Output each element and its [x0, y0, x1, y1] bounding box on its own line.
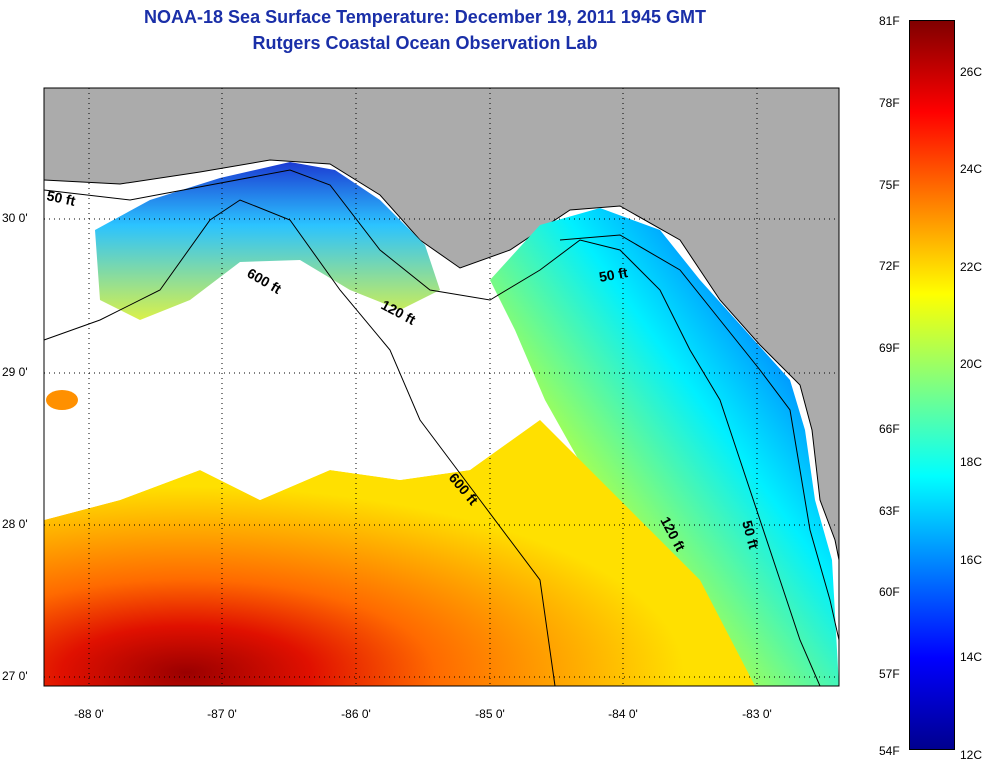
lon-label: -87 0'	[207, 707, 237, 721]
lat-label: 30 0'	[2, 211, 28, 225]
colorbar-f-label: 75F	[879, 178, 900, 192]
sst-north-coastal	[95, 162, 440, 320]
contour-label: 50 ft	[45, 187, 77, 209]
colorbar-f-label: 72F	[879, 259, 900, 273]
colorbar-c-label: 26C	[960, 65, 983, 79]
lat-label: 28 0'	[2, 517, 28, 531]
plot-frame	[43, 87, 840, 687]
coastline	[43, 159, 840, 561]
map-subtitle: Rutgers Coastal Ocean Observation Lab	[252, 33, 598, 53]
temperature-colorbar	[909, 20, 955, 750]
colorbar-f-label: 69F	[879, 341, 900, 355]
lon-label: -86 0'	[341, 707, 371, 721]
colorbar-c-label: 16C	[960, 553, 983, 567]
contour-label: 50 ft	[598, 264, 629, 285]
contour-50ft	[559, 234, 840, 641]
colorbar-c-label: 22C	[960, 260, 983, 274]
colorbar-c-label: 12C	[960, 748, 983, 762]
lon-label: -88 0'	[74, 707, 104, 721]
colorbar-c-label: 24C	[960, 162, 983, 176]
colorbar-f-label: 57F	[879, 667, 900, 681]
plot-area: 50 ft 600 ft 120 ft 50 ft 600 ft 120 ft …	[43, 87, 840, 687]
contour-label: 50 ft	[739, 519, 762, 551]
colorbar-c-label: 14C	[960, 650, 983, 664]
map-title: NOAA-18 Sea Surface Temperature: Decembe…	[144, 7, 706, 27]
colorbar-f-label: 54F	[879, 744, 900, 758]
cloud-gap-central	[220, 290, 500, 420]
lat-label: 29 0'	[2, 365, 28, 379]
colorbar-f-label: 63F	[879, 504, 900, 518]
contour-120ft	[43, 169, 821, 687]
colorbar-c-label: 20C	[960, 357, 983, 371]
colorbar-f-label: 78F	[879, 96, 900, 110]
colorbar-f-label: 60F	[879, 585, 900, 599]
sst-southern-warm	[44, 420, 755, 686]
colorbar-c-label: 18C	[960, 455, 983, 469]
cloud-gap-south	[44, 390, 520, 520]
lat-label: 27 0'	[2, 669, 28, 683]
sst-west-florida-shelf	[490, 208, 839, 686]
colorbar-f-label: 81F	[879, 14, 900, 28]
lon-label: -84 0'	[608, 707, 638, 721]
colorbar-f-label: 66F	[879, 422, 900, 436]
sst-patch-west	[46, 390, 78, 410]
lon-label: -83 0'	[742, 707, 772, 721]
lon-label: -85 0'	[475, 707, 505, 721]
